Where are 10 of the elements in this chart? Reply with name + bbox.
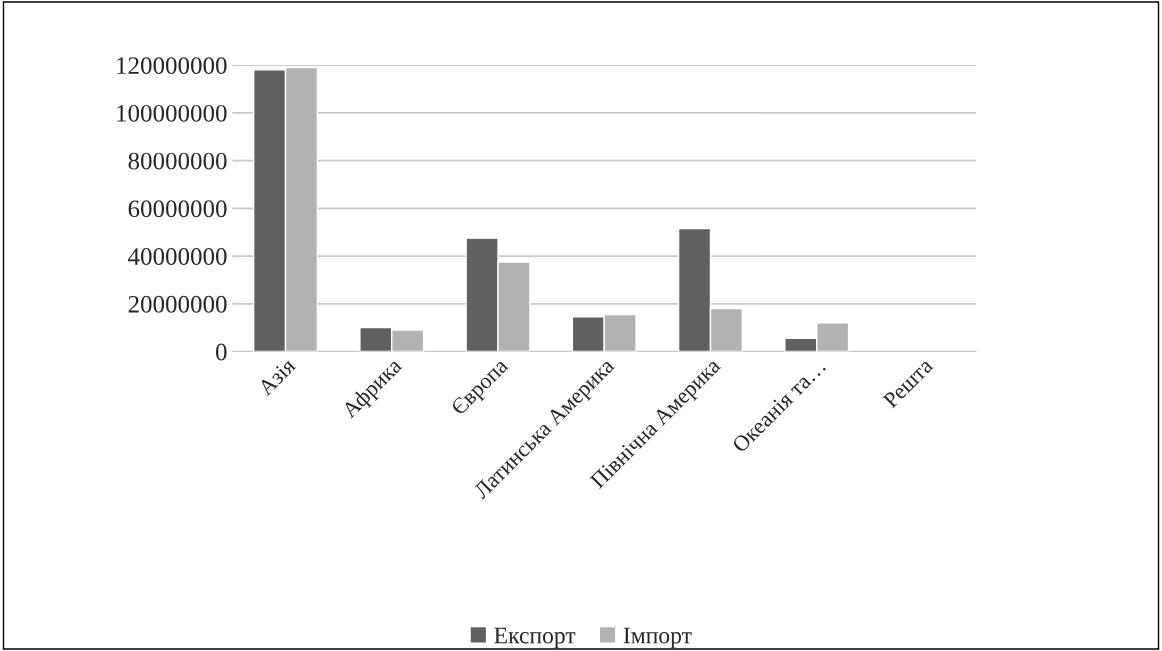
- y-tick-label: 120000000: [117, 57, 227, 75]
- y-tick-label: 80000000: [128, 152, 227, 170]
- y-tick-label: 60000000: [128, 200, 227, 218]
- y-tick-label: 40000000: [128, 248, 227, 265]
- y-tick-label: 100000000: [117, 104, 227, 122]
- x-tick-label: Азія: [257, 357, 297, 397]
- y-tick-label: 0: [215, 343, 227, 361]
- legend-label: Експорт: [494, 627, 576, 649]
- y-tick-label: 20000000: [128, 295, 227, 313]
- legend-label: Імпорт: [623, 627, 692, 649]
